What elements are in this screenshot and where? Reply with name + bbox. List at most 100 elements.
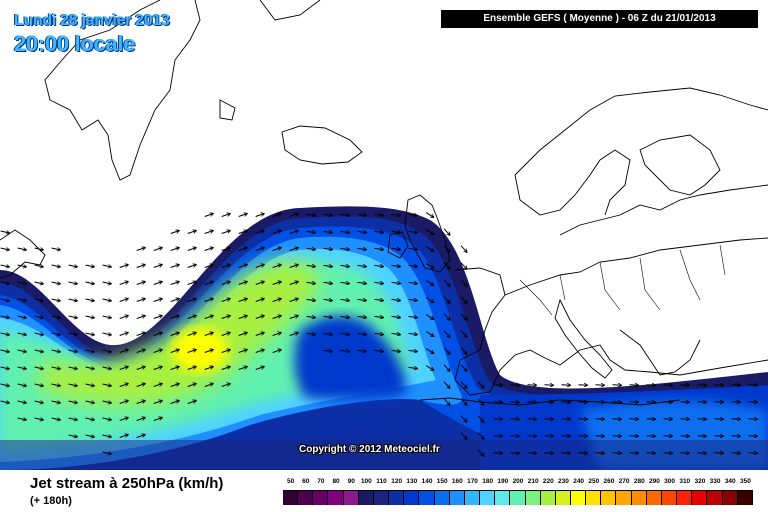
wind-arrow bbox=[102, 435, 112, 437]
wind-arrow bbox=[289, 299, 299, 302]
wind-arrow bbox=[51, 401, 61, 403]
wind-arrow bbox=[136, 248, 146, 251]
footer-panel: Jet stream à 250hPa (km/h) (+ 180h) 50 60… bbox=[0, 470, 768, 512]
legend-swatch bbox=[404, 491, 420, 505]
legend-swatch bbox=[328, 491, 344, 505]
legend-tick-label: 70 bbox=[317, 478, 325, 485]
wind-arrow bbox=[255, 231, 265, 234]
wind-arrow bbox=[340, 333, 350, 334]
copyright-notice: Copyright © 2012 Meteociel.fr bbox=[299, 444, 440, 455]
wind-arrow bbox=[17, 316, 27, 318]
wind-arrow bbox=[272, 248, 282, 251]
legend-swatch bbox=[540, 491, 556, 505]
legend-tick-label: 290 bbox=[649, 478, 660, 485]
wind-arrow bbox=[408, 214, 418, 215]
wind-arrow bbox=[204, 367, 214, 370]
legend-swatch bbox=[570, 491, 587, 505]
wind-arrow bbox=[255, 333, 265, 336]
wind-arrow bbox=[68, 265, 78, 267]
wind-arrow bbox=[187, 231, 197, 234]
wind-arrow bbox=[460, 279, 467, 287]
wind-arrow bbox=[408, 316, 418, 317]
wind-arrow bbox=[357, 299, 367, 300]
wind-arrow bbox=[460, 415, 467, 423]
wind-arrow bbox=[374, 265, 384, 266]
wind-arrow bbox=[238, 367, 248, 370]
wind-arrow bbox=[119, 384, 129, 387]
legend-swatch bbox=[313, 491, 329, 505]
legend-tick-label: 260 bbox=[603, 478, 615, 485]
wind-arrow bbox=[170, 350, 180, 353]
wind-arrow bbox=[391, 214, 401, 215]
legend-tick-label: 50 bbox=[286, 478, 295, 485]
wind-arrow bbox=[221, 265, 231, 268]
wind-arrow bbox=[238, 231, 248, 234]
legend-swatch bbox=[525, 491, 541, 505]
wind-arrow bbox=[34, 401, 44, 403]
wind-arrow bbox=[323, 248, 333, 249]
wind-arrow bbox=[272, 316, 282, 319]
wind-arrow bbox=[255, 367, 265, 370]
wind-arrow bbox=[136, 299, 146, 302]
wind-arrow bbox=[408, 282, 418, 283]
wind-arrow bbox=[51, 282, 61, 284]
wind-arrow bbox=[136, 282, 146, 285]
wind-arrow bbox=[51, 350, 61, 352]
legend-swatch bbox=[343, 491, 359, 505]
wind-arrow bbox=[85, 265, 95, 267]
wind-arrow bbox=[204, 214, 214, 217]
wind-arrow bbox=[34, 265, 44, 267]
wind-arrow bbox=[340, 282, 350, 283]
wind-arrow bbox=[102, 367, 112, 369]
wind-arrow bbox=[221, 384, 231, 387]
wind-arrow bbox=[306, 265, 316, 266]
legend-swatch bbox=[692, 491, 708, 505]
wind-arrow bbox=[51, 367, 61, 369]
wind-arrow bbox=[85, 435, 95, 437]
wind-arrow bbox=[221, 350, 231, 353]
wind-arrow bbox=[187, 401, 197, 404]
wind-arrow bbox=[306, 282, 316, 283]
wind-arrow bbox=[425, 212, 434, 218]
wind-arrow bbox=[272, 350, 282, 353]
wind-arrow bbox=[204, 248, 214, 251]
wind-arrow bbox=[306, 299, 316, 300]
wind-arrow bbox=[289, 316, 299, 319]
wind-arrow bbox=[289, 248, 299, 251]
wind-arrow bbox=[357, 282, 367, 283]
wind-arrow bbox=[306, 214, 316, 215]
wind-arrow bbox=[204, 316, 214, 319]
wind-arrow bbox=[391, 265, 401, 266]
wind-arrow bbox=[238, 299, 248, 302]
wind-arrow bbox=[340, 299, 350, 300]
wind-arrow bbox=[255, 248, 265, 251]
wind-arrow bbox=[408, 231, 418, 232]
wind-arrow bbox=[272, 231, 282, 234]
wind-arrow bbox=[187, 282, 197, 285]
wind-arrow bbox=[119, 299, 129, 302]
wind-arrow bbox=[85, 299, 95, 301]
wind-arrow bbox=[68, 316, 78, 318]
wind-arrow bbox=[204, 282, 214, 285]
wind-arrow bbox=[357, 248, 367, 249]
wind-arrow bbox=[102, 401, 112, 403]
wind-arrow bbox=[187, 350, 197, 353]
wind-arrow bbox=[85, 350, 95, 352]
wind-arrow bbox=[170, 265, 180, 268]
wind-arrow bbox=[255, 282, 265, 285]
wind-arrow bbox=[255, 350, 265, 353]
wind-arrow bbox=[238, 350, 248, 353]
wind-arrow bbox=[323, 231, 333, 232]
legend-tick-label: 170 bbox=[467, 478, 478, 485]
wind-arrow bbox=[136, 265, 146, 268]
wind-arrow bbox=[272, 282, 282, 285]
legend-tick-label: 220 bbox=[542, 478, 554, 485]
legend-swatch bbox=[434, 491, 450, 505]
wind-arrow bbox=[391, 248, 401, 249]
wind-arrow bbox=[187, 265, 197, 268]
wind-arrow bbox=[119, 316, 129, 319]
wind-arrow bbox=[170, 316, 180, 319]
wind-arrow bbox=[0, 350, 10, 352]
wind-arrow bbox=[323, 316, 333, 317]
wind-arrow bbox=[68, 282, 78, 284]
